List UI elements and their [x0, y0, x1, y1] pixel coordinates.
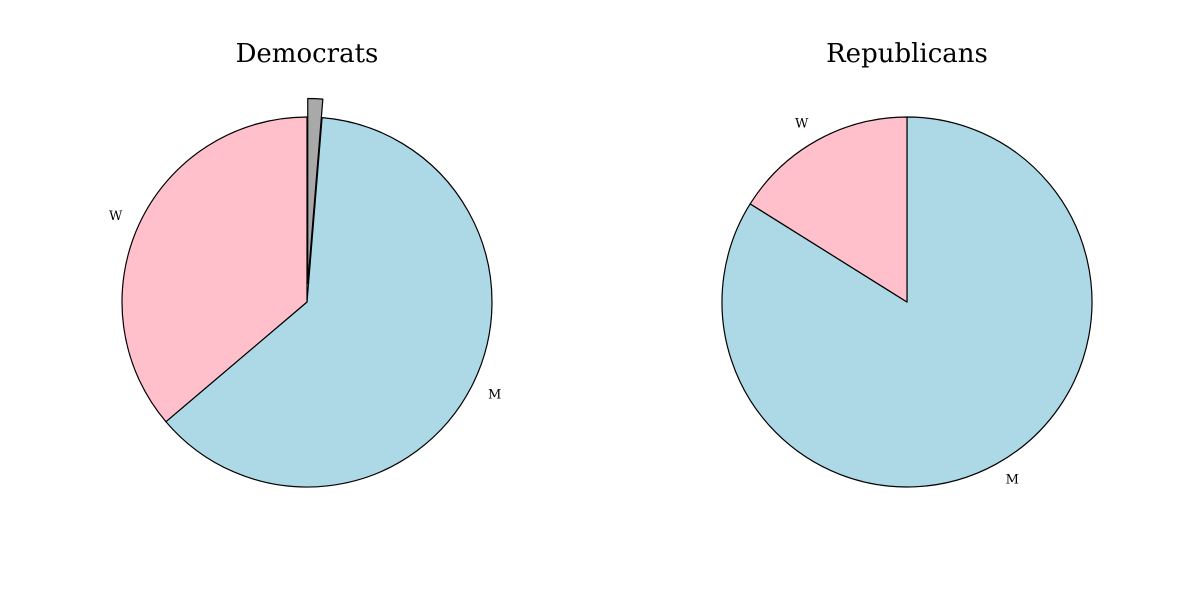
pie-slice — [165, 117, 493, 488]
chart-title: Republicans — [826, 39, 988, 69]
pie-slice — [749, 116, 908, 303]
slice-label: W — [109, 209, 123, 224]
slice-label: M — [1006, 473, 1019, 488]
slice-label: M — [488, 387, 501, 402]
slice-label: W — [795, 116, 809, 131]
pie-slice — [121, 116, 308, 423]
chart-title: Democrats — [236, 39, 379, 69]
pie-slice — [307, 97, 324, 285]
